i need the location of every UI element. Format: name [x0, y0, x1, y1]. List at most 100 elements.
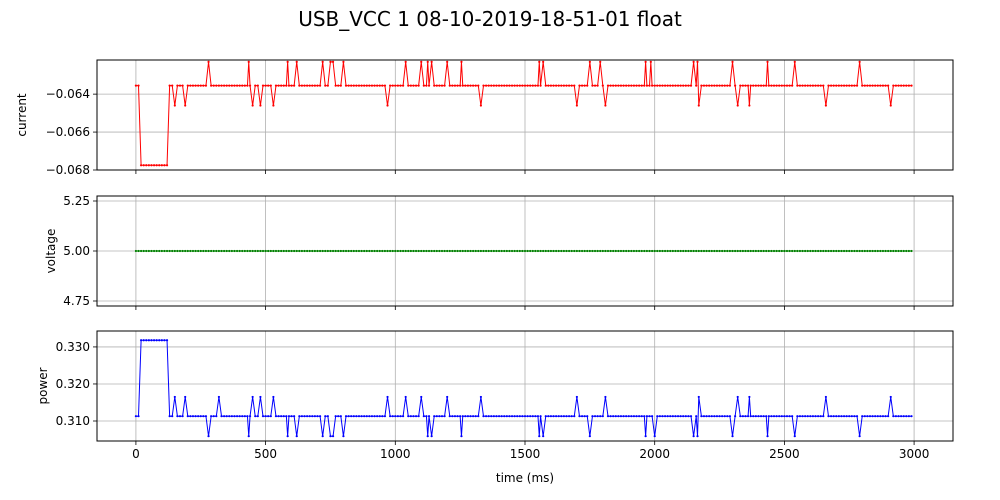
data-point	[308, 249, 311, 253]
data-point	[171, 415, 174, 418]
data-point	[215, 249, 218, 253]
data-point	[817, 415, 820, 418]
data-point	[285, 84, 288, 87]
data-point	[430, 60, 433, 63]
data-point	[306, 84, 309, 87]
data-point	[822, 415, 825, 418]
data-point	[879, 415, 882, 418]
data-point	[210, 415, 213, 418]
data-point	[868, 84, 872, 87]
data-point	[246, 249, 249, 253]
data-point	[446, 249, 449, 253]
data-point	[772, 84, 776, 87]
data-point	[313, 84, 316, 87]
data-point	[798, 249, 802, 253]
data-point	[804, 84, 807, 87]
data-point	[355, 415, 358, 418]
data-point	[663, 249, 667, 253]
data-point	[300, 84, 304, 87]
data-point	[376, 415, 379, 418]
data-point	[430, 249, 433, 253]
data-point	[900, 415, 903, 418]
data-point	[609, 415, 612, 418]
data-point	[868, 249, 872, 253]
data-point	[298, 249, 301, 253]
data-point	[191, 249, 195, 253]
data-point	[887, 415, 890, 418]
data-point	[801, 84, 804, 87]
data-point	[845, 84, 848, 87]
data-point	[696, 435, 699, 438]
data-point	[845, 415, 848, 418]
data-point	[173, 104, 176, 107]
data-point	[775, 415, 778, 418]
data-point	[228, 249, 231, 253]
data-point	[368, 84, 371, 87]
data-point	[767, 415, 770, 418]
data-point	[160, 249, 163, 253]
data-point	[829, 249, 833, 253]
data-point	[536, 249, 540, 253]
data-point	[160, 164, 163, 167]
data-point	[697, 395, 700, 399]
data-point	[417, 249, 420, 253]
data-point	[282, 249, 285, 253]
data-point	[889, 395, 892, 399]
data-point	[451, 415, 454, 418]
data-point	[508, 415, 511, 418]
data-point	[599, 249, 602, 253]
data-point	[586, 415, 589, 418]
data-point	[575, 249, 578, 253]
data-point	[492, 249, 495, 253]
data-point	[472, 249, 475, 253]
data-point	[721, 249, 724, 253]
data-point	[464, 415, 467, 418]
data-point	[184, 104, 187, 107]
x-tick-label: 500	[254, 447, 277, 461]
data-point	[871, 415, 874, 418]
data-point	[588, 60, 591, 63]
data-point	[326, 84, 329, 87]
data-point	[666, 84, 669, 87]
data-point	[303, 415, 306, 418]
data-point	[368, 415, 371, 418]
data-point	[863, 249, 866, 253]
data-point	[259, 249, 262, 253]
data-point	[531, 415, 534, 418]
data-point	[884, 249, 887, 253]
data-point	[508, 249, 511, 253]
data-point	[796, 249, 799, 253]
data-point	[357, 415, 361, 418]
data-point	[142, 249, 145, 253]
data-point	[324, 84, 327, 87]
data-point	[207, 60, 210, 63]
data-point	[290, 249, 293, 253]
data-point	[373, 415, 376, 418]
data-point	[152, 339, 156, 342]
data-point	[194, 415, 197, 418]
data-point	[228, 84, 231, 87]
data-point	[842, 249, 846, 253]
data-point	[552, 415, 555, 418]
data-point	[152, 164, 156, 167]
data-point	[606, 84, 610, 87]
data-point	[261, 415, 265, 418]
data-point	[391, 84, 394, 87]
data-point	[837, 249, 840, 253]
data-point	[599, 60, 602, 63]
data-point	[679, 415, 682, 418]
data-point	[529, 415, 532, 418]
y-axis-label: voltage	[44, 229, 58, 274]
data-point	[479, 249, 483, 253]
data-point	[879, 249, 882, 253]
data-point	[430, 435, 433, 438]
data-point	[251, 395, 254, 399]
data-point	[835, 249, 838, 253]
data-point	[796, 415, 799, 418]
data-point	[861, 415, 864, 418]
figure-title: USB_VCC 1 08-10-2019-18-51-01 float	[298, 7, 682, 31]
data-point	[625, 415, 628, 418]
data-point	[277, 249, 280, 253]
data-point	[264, 249, 267, 253]
data-point	[267, 415, 270, 418]
